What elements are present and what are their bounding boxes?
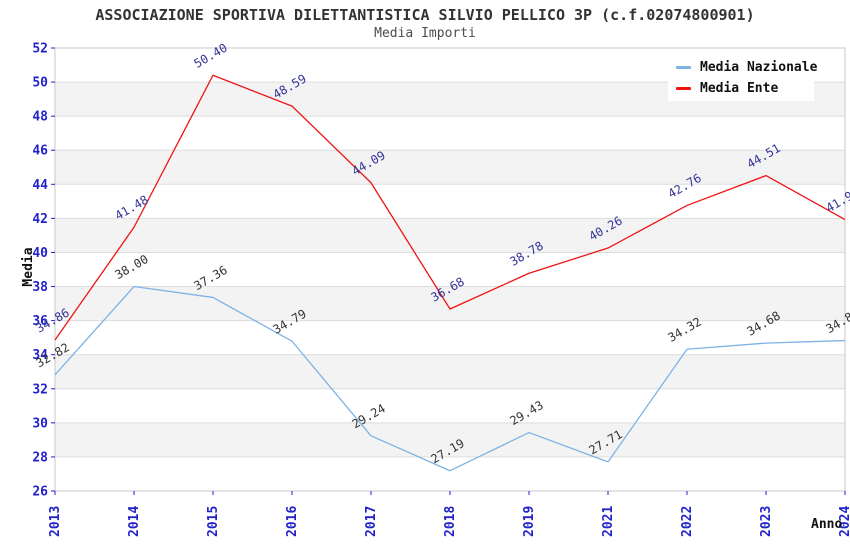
y-tick-label: 42 bbox=[32, 212, 48, 227]
x-tick-label: 2017 bbox=[364, 506, 379, 537]
x-tick-label: 2016 bbox=[285, 506, 300, 537]
legend-item-media-ente: Media Ente bbox=[676, 80, 814, 98]
x-tick-label: 2013 bbox=[48, 506, 63, 537]
y-tick-label: 48 bbox=[32, 110, 48, 125]
y-tick-label: 30 bbox=[32, 416, 48, 431]
y-axis-title: Media bbox=[21, 247, 36, 287]
plot-band bbox=[55, 252, 845, 287]
x-tick-label: 2024 bbox=[838, 506, 850, 537]
x-tick-label: 2019 bbox=[522, 506, 537, 537]
plot-band bbox=[55, 116, 845, 151]
plot-band bbox=[55, 456, 845, 491]
plot-band bbox=[55, 422, 845, 457]
legend-swatch-media-ente-icon bbox=[676, 87, 691, 91]
y-tick-label: 28 bbox=[32, 450, 48, 465]
x-tick-label: 2014 bbox=[127, 506, 142, 537]
plot-band bbox=[55, 388, 845, 423]
series-line-media-ente bbox=[54, 74, 846, 341]
y-tick-label: 50 bbox=[32, 76, 48, 91]
x-tick-label: 2023 bbox=[759, 506, 774, 537]
plot-band bbox=[55, 218, 845, 253]
chart-title: ASSOCIAZIONE SPORTIVA DILETTANTISTICA SI… bbox=[95, 6, 755, 24]
legend-label-media-nazionale: Media Nazionale bbox=[700, 59, 818, 75]
y-tick-label: 26 bbox=[32, 485, 48, 500]
x-axis-title: Anno bbox=[811, 517, 843, 532]
chart-subtitle: Media Importi bbox=[374, 26, 476, 41]
y-tick-label: 34 bbox=[32, 348, 48, 363]
x-tick-label: 2018 bbox=[443, 506, 458, 537]
series-line-media-nazionale bbox=[54, 285, 846, 472]
y-tick-label: 36 bbox=[32, 314, 48, 329]
legend-item-media-nazionale: Media Nazionale bbox=[676, 58, 818, 76]
plot-band bbox=[55, 184, 845, 219]
y-tick-label: 46 bbox=[32, 144, 48, 159]
x-tick-label: 2015 bbox=[206, 506, 221, 537]
y-tick-label: 40 bbox=[32, 246, 48, 261]
plot-band bbox=[55, 354, 845, 389]
y-tick-label: 52 bbox=[32, 42, 48, 57]
legend-swatch-media-nazionale-icon bbox=[676, 65, 691, 69]
y-tick-label: 44 bbox=[32, 178, 48, 193]
y-tick-label: 32 bbox=[32, 382, 48, 397]
legend-label-media-ente: Media Ente bbox=[700, 81, 779, 97]
plot-band bbox=[55, 320, 845, 355]
y-tick-label: 38 bbox=[32, 280, 48, 295]
legend: Media Nazionale Media Ente bbox=[668, 55, 818, 101]
plot-band bbox=[55, 150, 845, 185]
plot-band bbox=[55, 286, 845, 321]
x-tick-label: 2021 bbox=[601, 506, 616, 537]
x-tick-label: 2022 bbox=[680, 506, 695, 537]
